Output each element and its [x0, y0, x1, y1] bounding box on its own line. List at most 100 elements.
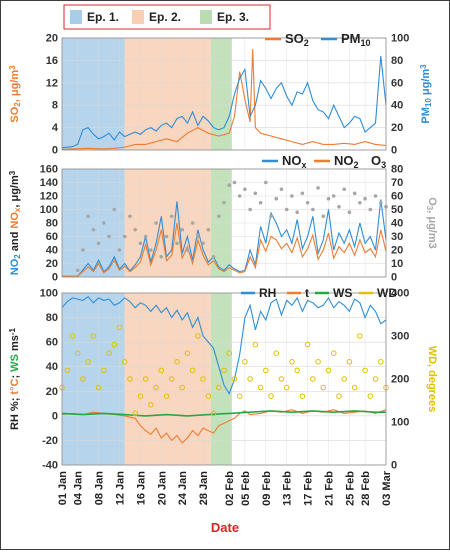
y-tick-label-right: 100	[391, 33, 409, 45]
y-tick-label-left: -20	[42, 435, 58, 447]
o3-point	[211, 254, 216, 259]
wd-point	[215, 384, 222, 391]
wd-point	[351, 384, 358, 391]
y-tick-label-right: 70	[391, 177, 403, 189]
plot-frame	[61, 37, 387, 151]
y-tick-label-left: 20	[46, 258, 58, 270]
wd-point	[289, 359, 295, 365]
wd-point	[132, 410, 138, 417]
o3-point	[227, 183, 232, 187]
o3-point	[373, 194, 378, 198]
o3-point	[264, 180, 268, 185]
x-tick-label: 20 Jan	[156, 471, 168, 506]
wd-point	[153, 384, 159, 391]
wd-point	[137, 393, 144, 400]
o3-point	[201, 241, 205, 246]
o3-point	[169, 214, 174, 219]
o3-point	[342, 187, 346, 192]
wd-point	[252, 341, 259, 348]
y-tick-label-left: 12	[46, 77, 58, 89]
y-tick-label-left: 120	[40, 191, 58, 203]
x-tick-label: 12 Jan	[114, 471, 126, 506]
wd-point	[247, 376, 253, 382]
ws-line	[61, 410, 386, 417]
y-axis-title-wd: WD, degrees	[426, 346, 438, 413]
y-tick-label-right: 20	[391, 122, 403, 134]
episode-legend-label: Ep. 1.	[87, 10, 119, 24]
y-tick-label-right: 80	[391, 55, 403, 67]
x-axis-title: Date	[211, 520, 239, 535]
o3-point	[358, 200, 362, 205]
wd-point	[127, 376, 133, 382]
o3-point	[206, 227, 211, 232]
wd-point	[299, 393, 306, 400]
y-tick-label-left: 80	[46, 218, 58, 230]
wd-point	[95, 384, 102, 391]
y-axis-title-pm10: PM10 μg/m3	[419, 64, 433, 124]
so2-line	[61, 49, 387, 150]
legend-label-o3: O3	[371, 153, 386, 170]
wd-point	[278, 376, 285, 382]
o3-point	[232, 180, 237, 185]
legend-label: PM10	[341, 31, 371, 48]
wd-point	[357, 333, 363, 339]
y-tick-label-right: 60	[391, 191, 403, 203]
wd-point	[168, 376, 175, 382]
y-tick-label-right: 80	[391, 164, 403, 176]
o3-point	[331, 194, 336, 198]
o3-point	[284, 207, 289, 212]
o3-point	[91, 227, 96, 232]
wd-point	[325, 367, 332, 374]
o3-point	[311, 207, 315, 212]
wd-point	[179, 384, 185, 391]
wd-point	[158, 367, 165, 374]
wd-point	[336, 393, 342, 400]
legend-label: NO2	[334, 153, 359, 170]
y-tick-label-left: 16	[46, 55, 58, 67]
o3-point	[305, 200, 310, 205]
y-tick-label-right: 100	[391, 417, 409, 429]
wd-point	[304, 341, 311, 348]
y-tick-label-left: 20	[46, 33, 58, 45]
wd-point	[263, 367, 269, 374]
y-tick-label-right: 0	[391, 145, 397, 157]
o3-point	[196, 234, 200, 239]
wd-point	[236, 393, 243, 400]
y-tick-label-left: 100	[40, 288, 58, 300]
pm10-line	[61, 55, 387, 149]
x-tick-label: 02 Feb	[224, 471, 236, 506]
y-tick-label-right: 200	[391, 374, 409, 386]
o3-point	[133, 227, 137, 232]
rh-line	[61, 295, 387, 395]
wd-point	[310, 376, 316, 382]
y-tick-label-right: 0	[391, 272, 397, 284]
o3-point	[253, 191, 258, 196]
x-tick-label: 21 Feb	[324, 471, 336, 506]
y-axis-title-o3: O3, μg/m3	[425, 197, 438, 249]
y-tick-label-left: -40	[42, 460, 58, 472]
o3-point	[258, 200, 263, 205]
o3-point	[86, 214, 90, 219]
y-tick-label-right: 10	[391, 258, 403, 270]
episode-band-3	[210, 293, 232, 465]
episode-band-1	[62, 293, 125, 465]
wd-point	[106, 350, 112, 357]
x-tick-label: 28 Feb	[360, 471, 372, 506]
wd-point	[257, 384, 264, 391]
x-tick-label: 28 Jan	[198, 471, 210, 506]
o3-point	[112, 207, 117, 212]
wd-point	[116, 324, 123, 331]
o3-point	[96, 241, 101, 246]
legend-label: t	[305, 286, 309, 300]
x-tick-label: 05 Feb	[240, 471, 252, 506]
y-tick-label-left: 40	[46, 361, 58, 373]
wd-point	[85, 359, 91, 365]
x-tick-label: 16 Jan	[135, 471, 147, 506]
o3-point	[185, 248, 190, 252]
o3-point	[149, 248, 153, 252]
plot-frame	[61, 168, 387, 278]
x-tick-label: 03 Mar	[381, 470, 393, 506]
o3-point	[378, 200, 383, 205]
wd-point	[221, 367, 227, 374]
